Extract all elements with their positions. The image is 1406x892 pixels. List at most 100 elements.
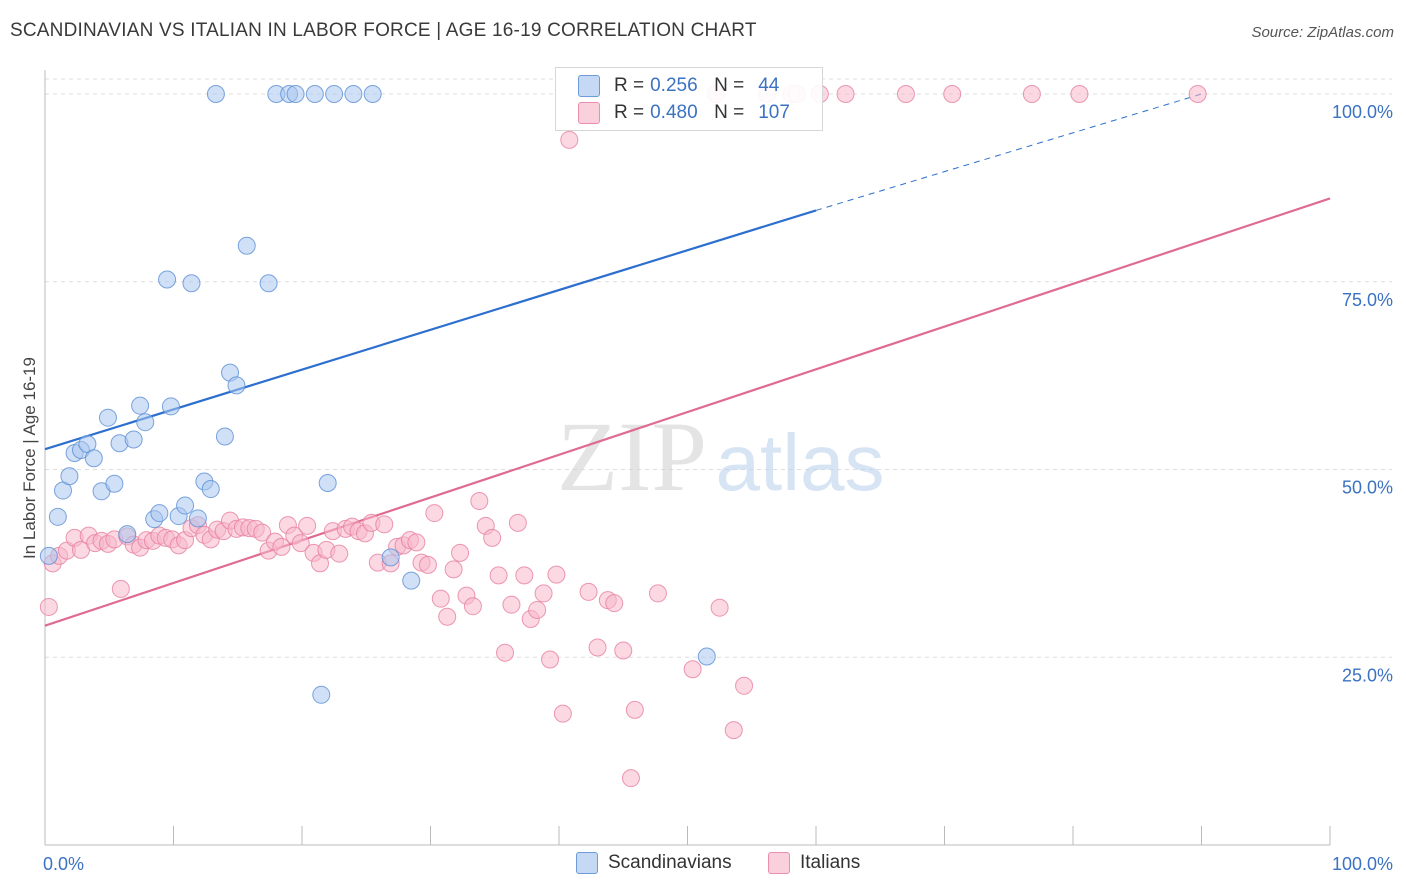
- scandinavian-point: [259, 274, 278, 293]
- scandinavian-point: [227, 376, 246, 395]
- scandinavian-point: [325, 85, 344, 104]
- chart-title: SCANDINAVIAN VS ITALIAN IN LABOR FORCE |…: [10, 20, 757, 41]
- trend-line-italians: [44, 197, 1331, 627]
- italian-point: [648, 584, 667, 603]
- italian-point: [407, 533, 426, 552]
- scandinavian-point: [161, 397, 180, 416]
- legend-row-italians: R = 0.480 N = 107: [578, 100, 790, 126]
- scandinavian-point: [98, 408, 117, 427]
- source-credit: Source: ZipAtlas.com: [1251, 24, 1394, 41]
- series-points: [39, 85, 1207, 788]
- italian-point: [425, 504, 444, 523]
- legend-swatch-blue: [578, 75, 600, 97]
- italian-point: [431, 589, 450, 608]
- italian-point: [710, 598, 729, 617]
- scandinavian-point: [39, 546, 58, 565]
- scandinavian-point: [381, 548, 400, 567]
- italian-point: [39, 597, 58, 616]
- scandinavian-point: [206, 85, 225, 104]
- italian-point: [111, 579, 130, 598]
- legend-r-value: 0.480: [650, 102, 698, 123]
- italian-point: [502, 595, 521, 614]
- italian-point: [451, 543, 470, 562]
- italian-point: [463, 597, 482, 616]
- italian-point: [553, 704, 572, 723]
- italian-point: [683, 660, 702, 679]
- legend-item-scandinavians[interactable]: Scandinavians: [576, 852, 732, 874]
- italian-point: [560, 130, 579, 149]
- scandinavian-point: [286, 85, 305, 104]
- italian-point: [1022, 85, 1041, 104]
- italian-point: [534, 584, 553, 603]
- scandinavian-point: [188, 509, 207, 528]
- italian-point: [614, 641, 633, 660]
- scandinavian-point: [136, 413, 155, 432]
- italian-point: [438, 607, 457, 626]
- y-tick-label-100: 100.0%: [1332, 102, 1393, 122]
- y-tick-label-25: 25.0%: [1342, 665, 1393, 685]
- legend-label-scandinavians: Scandinavians: [608, 852, 732, 873]
- scandinavian-point: [60, 467, 79, 486]
- scandinavian-point: [697, 647, 716, 666]
- italian-point: [496, 643, 515, 662]
- trend-lines: [44, 93, 1331, 627]
- watermark-atlas: atlas: [716, 418, 885, 507]
- italian-point: [724, 721, 743, 740]
- legend-item-italians[interactable]: Italians: [768, 852, 860, 874]
- italian-point: [489, 566, 508, 585]
- legend-label-italians: Italians: [800, 852, 861, 873]
- legend-row-scandinavians: R = 0.256 N = 44: [578, 73, 779, 99]
- scandinavian-point: [131, 396, 150, 415]
- scandinavian-point: [182, 274, 201, 293]
- watermark-zip: ZIP: [557, 401, 707, 512]
- scandinavian-point: [344, 85, 363, 104]
- italian-point: [579, 582, 598, 601]
- legend-swatch-blue: [576, 852, 598, 874]
- scandinavian-point: [363, 85, 382, 104]
- italian-point: [508, 513, 527, 532]
- italian-point: [444, 560, 463, 579]
- italian-point: [625, 700, 644, 719]
- legend-n-label: N =: [714, 102, 745, 123]
- scandinavian-point: [312, 685, 331, 704]
- italian-point: [1188, 85, 1207, 104]
- legend-r-label: R =: [614, 75, 645, 96]
- y-axis-label: In Labor Force | Age 16-19: [20, 357, 39, 559]
- italian-point: [836, 85, 855, 104]
- x-tick-label-max: 100.0%: [1332, 854, 1393, 874]
- legend-n-value: 44: [758, 75, 780, 96]
- italian-point: [375, 515, 394, 534]
- italian-point: [735, 676, 754, 695]
- stats-legend: R = 0.256 N = 44 R = 0.480 N = 107: [555, 67, 823, 131]
- italian-point: [528, 600, 547, 619]
- italian-point: [541, 650, 560, 669]
- legend-n-value: 107: [758, 102, 790, 123]
- y-tick-label-75: 75.0%: [1342, 290, 1393, 310]
- italian-point: [621, 769, 640, 788]
- italian-point: [470, 492, 489, 511]
- italian-point: [547, 565, 566, 584]
- italian-point: [253, 523, 272, 542]
- legend-swatch-pink: [578, 102, 600, 124]
- italian-point: [588, 638, 607, 657]
- italian-point: [418, 555, 437, 574]
- italian-point: [515, 566, 534, 585]
- scandinavian-point: [176, 496, 195, 515]
- trend-extension-scandinavians: [815, 93, 1202, 211]
- y-tick-label-50: 50.0%: [1342, 478, 1393, 498]
- scandinavian-point: [124, 430, 143, 449]
- x-tick-label-min: 0.0%: [43, 854, 84, 874]
- scandinavian-point: [318, 474, 337, 493]
- italian-point: [483, 528, 502, 547]
- italian-point: [272, 537, 291, 556]
- scandinavian-point: [48, 507, 67, 526]
- italian-point: [330, 544, 349, 563]
- scandinavian-point: [158, 270, 177, 289]
- scandinavian-point: [105, 474, 124, 493]
- legend-n-label: N =: [714, 75, 745, 96]
- scandinavian-point: [402, 571, 421, 590]
- italian-point: [896, 85, 915, 104]
- legend-r-value: 0.256: [650, 75, 698, 96]
- italian-point: [291, 534, 310, 553]
